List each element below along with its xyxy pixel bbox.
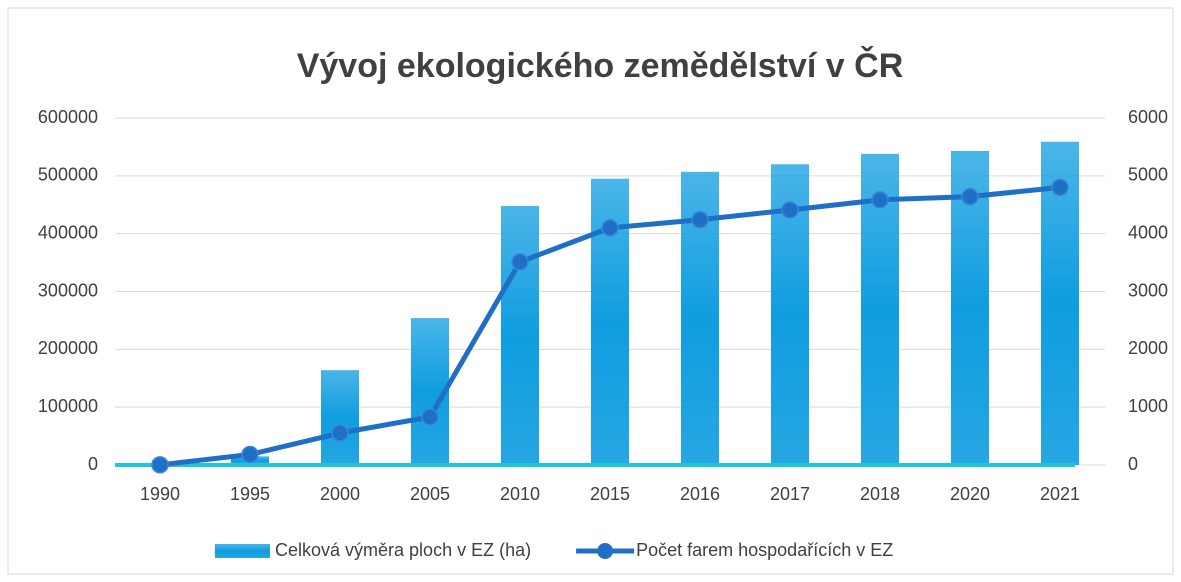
y-tick-label: 100000 xyxy=(38,396,98,416)
y-tick-label: 600000 xyxy=(38,107,98,127)
x-tick-label: 2021 xyxy=(1040,484,1080,504)
y2-tick-label: 1000 xyxy=(1128,396,1168,416)
x-tick-label: 1990 xyxy=(140,484,180,504)
y-tick-label: 0 xyxy=(88,454,98,474)
legend-marker xyxy=(597,543,614,559)
line-marker xyxy=(331,424,349,442)
bar xyxy=(501,205,539,465)
chart-title: Vývoj ekologického zemědělství v ČR xyxy=(297,46,904,85)
x-tick-label: 2018 xyxy=(860,484,900,504)
y2-tick-label: 3000 xyxy=(1128,280,1168,300)
y-tick-label: 400000 xyxy=(38,222,98,242)
x-tick-label: 2015 xyxy=(590,484,630,504)
line-marker xyxy=(961,187,979,206)
x-tick-label: 1995 xyxy=(230,484,270,504)
line-marker xyxy=(151,456,169,474)
y-tick-label: 200000 xyxy=(38,338,98,358)
y2-tick-label: 5000 xyxy=(1128,165,1168,185)
x-tick-label: 2016 xyxy=(680,484,720,504)
line-marker xyxy=(241,445,259,464)
line-marker xyxy=(601,219,619,237)
y-tick-label: 300000 xyxy=(38,280,98,300)
line-marker xyxy=(691,211,709,229)
legend-label: Celková výměra ploch v EZ (ha) xyxy=(275,540,531,560)
legend-swatch xyxy=(215,544,270,558)
y2-tick-label: 6000 xyxy=(1128,107,1168,127)
x-tick-label: 2000 xyxy=(320,484,360,504)
line-marker xyxy=(1051,178,1069,197)
x-tick-label: 2010 xyxy=(500,484,540,504)
x-tick-label: 2005 xyxy=(410,484,450,504)
line-marker xyxy=(421,408,439,426)
bar xyxy=(321,370,359,465)
x-tick-label: 2017 xyxy=(770,484,810,504)
x-tick-label: 2020 xyxy=(950,484,990,504)
y2-tick-label: 0 xyxy=(1128,454,1138,474)
y2-tick-label: 2000 xyxy=(1128,338,1168,358)
line-marker xyxy=(511,253,529,271)
y2-tick-label: 4000 xyxy=(1128,222,1168,242)
line-marker xyxy=(871,191,889,209)
legend-label: Počet farem hospodařících v EZ xyxy=(636,540,893,560)
y-tick-label: 500000 xyxy=(38,165,98,185)
line-marker xyxy=(781,201,799,219)
